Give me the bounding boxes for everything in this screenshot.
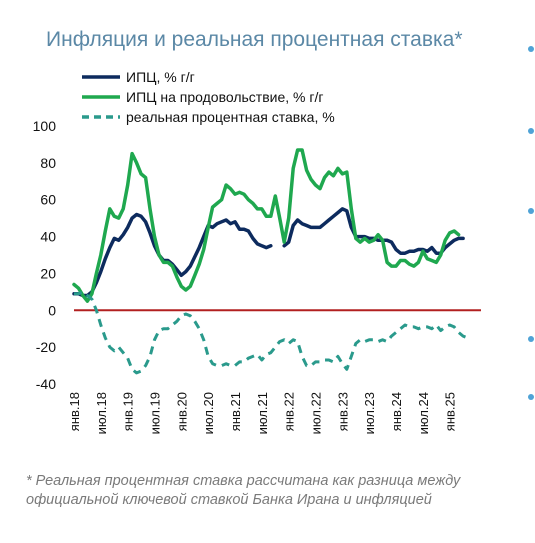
y-tick-label: 20 xyxy=(40,265,56,281)
footnote: * Реальная процентная ставка рассчитана … xyxy=(26,473,461,508)
legend-label: ИПЦ, % г/г xyxy=(126,69,195,85)
bullet-dot xyxy=(528,336,534,342)
x-tick-label: янв.21 xyxy=(228,392,243,431)
x-tick-label: июл.20 xyxy=(201,392,216,434)
x-tick-label: янв.18 xyxy=(67,392,82,431)
x-tick-label: июл.21 xyxy=(255,392,270,434)
legend: ИПЦ, % г/г ИПЦ на продовольствие, % г/г ре… xyxy=(82,69,335,125)
y-tick-label: 100 xyxy=(33,118,57,134)
bullet-dot xyxy=(528,208,534,214)
chart-title: Инфляция и реальная процентная ставка* xyxy=(46,28,463,51)
bullet-dot xyxy=(528,46,534,52)
x-axis: янв.18 июл.18 янв.19 июл.19 янв.20 июл.20 янв.… xyxy=(67,392,458,434)
x-tick-label: янв.25 xyxy=(443,392,458,431)
inflation-chart: ИПЦ, % г/г ИПЦ на продовольствие, % г/г ре… xyxy=(33,69,481,434)
x-tick-label: янв.24 xyxy=(389,392,404,431)
y-tick-label: -20 xyxy=(36,339,56,355)
y-tick-label: -40 xyxy=(36,376,56,392)
y-axis: 100 80 60 40 20 0 -20 -40 xyxy=(33,118,57,392)
legend-label: реальная процентная ставка, % xyxy=(126,109,335,125)
bullet-dot xyxy=(528,128,534,134)
x-tick-label: июл.23 xyxy=(362,392,377,434)
legend-label: ИПЦ на продовольствие, % г/г xyxy=(126,89,323,105)
page-edge-bullets xyxy=(526,0,535,543)
x-tick-label: июл.22 xyxy=(309,392,324,434)
y-tick-label: 80 xyxy=(40,155,56,171)
x-tick-label: янв.22 xyxy=(282,392,297,431)
x-tick-label: июл.19 xyxy=(148,392,163,434)
series-lines xyxy=(72,148,469,375)
x-tick-label: июл.24 xyxy=(416,392,431,434)
y-tick-label: 60 xyxy=(40,192,56,208)
x-tick-label: янв.23 xyxy=(335,392,350,431)
x-tick-label: янв.20 xyxy=(174,392,189,431)
series-line xyxy=(72,148,461,303)
y-tick-label: 0 xyxy=(48,302,56,318)
x-tick-label: июл.18 xyxy=(94,392,109,434)
y-tick-label: 40 xyxy=(40,229,56,245)
bullet-dot xyxy=(528,394,534,400)
series-line xyxy=(74,290,469,375)
x-tick-label: янв.19 xyxy=(121,392,136,431)
series-line xyxy=(72,207,465,298)
